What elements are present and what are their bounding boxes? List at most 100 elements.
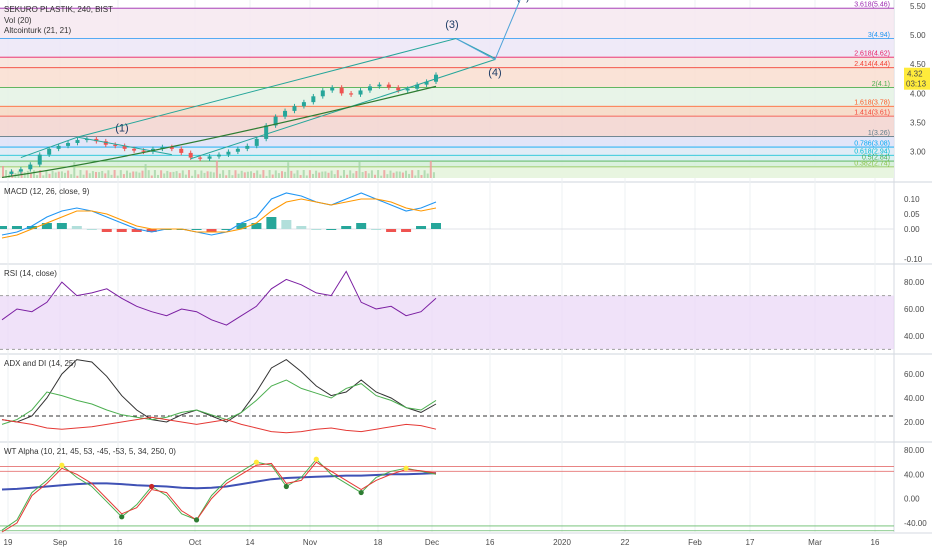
- adx-title: ADX and DI (14, 25): [4, 359, 76, 368]
- candle-body[interactable]: [113, 144, 118, 146]
- rsi-pane[interactable]: 80.00 60.00 40.00 RSI (14, close): [0, 269, 925, 350]
- candle-body[interactable]: [358, 90, 363, 95]
- adx-pane[interactable]: 60.00 40.00 20.00 ADX and DI (14, 25): [0, 358, 925, 434]
- macd-histogram-bar: [311, 229, 322, 230]
- macd-histogram-bar: [356, 223, 367, 229]
- candle-body[interactable]: [198, 157, 203, 159]
- candle-body[interactable]: [311, 96, 316, 103]
- adx-tick-label: 40.00: [904, 394, 925, 403]
- study-label: Altcointurk (21, 21): [4, 26, 71, 35]
- candle-body[interactable]: [217, 154, 221, 157]
- candle-body[interactable]: [75, 140, 80, 143]
- volume-bar: [144, 164, 147, 178]
- candle-body[interactable]: [264, 125, 269, 139]
- candle-body[interactable]: [226, 151, 231, 155]
- volume-bar: [426, 173, 429, 178]
- candle-body[interactable]: [84, 138, 89, 141]
- volume-bar: [296, 170, 299, 178]
- candle-body[interactable]: [66, 142, 71, 146]
- candle-body[interactable]: [283, 110, 288, 117]
- volume-bar: [237, 173, 240, 178]
- time-tick-label: 16: [114, 538, 123, 547]
- volume-bar: [281, 171, 283, 178]
- candle-body[interactable]: [18, 169, 23, 172]
- candle-body[interactable]: [320, 90, 325, 97]
- price-tag-value: 4.32: [907, 70, 923, 79]
- candle-body[interactable]: [434, 74, 438, 82]
- candle-body[interactable]: [377, 84, 382, 87]
- volume-bar: [197, 174, 200, 178]
- candle-body[interactable]: [9, 171, 14, 174]
- candle-body[interactable]: [367, 86, 372, 91]
- candle-body[interactable]: [339, 87, 344, 94]
- time-tick-label: 18: [374, 538, 383, 547]
- candle-body[interactable]: [235, 148, 240, 152]
- candle-body[interactable]: [424, 81, 429, 85]
- macd-histogram-bar: [146, 229, 157, 232]
- volume-bar: [178, 173, 181, 178]
- volume-bar: [377, 170, 380, 178]
- volume-bar: [228, 170, 231, 178]
- candle-body[interactable]: [179, 148, 184, 153]
- candle-body[interactable]: [207, 156, 212, 159]
- candle-body[interactable]: [28, 164, 33, 170]
- wt-pane[interactable]: 80.00 40.00 0.00 -40.00 WT Alpha (10, 21, 45…: [0, 446, 927, 533]
- macd-histogram-bar: [416, 226, 427, 229]
- fib-zone: [0, 147, 894, 156]
- candle-body[interactable]: [56, 145, 61, 149]
- volume-bar: [110, 174, 113, 178]
- candle-body[interactable]: [103, 141, 108, 145]
- macd-pane[interactable]: 0.10 0.05 0.00 -0.10 MACD (12, 26, close, 9): [0, 187, 923, 264]
- time-tick-label: Sep: [53, 538, 68, 547]
- fib-zone: [0, 57, 894, 68]
- candle-body[interactable]: [141, 150, 146, 152]
- wt-ma-line: [1, 472, 437, 491]
- rsi-title: RSI (14, close): [4, 269, 57, 278]
- volume-bar: [138, 172, 141, 178]
- adx-line: [1, 358, 437, 423]
- candle-body[interactable]: [132, 148, 137, 151]
- candle-body[interactable]: [47, 148, 52, 155]
- candle-body[interactable]: [245, 145, 250, 149]
- candle-body[interactable]: [160, 147, 165, 149]
- plus-di-line: [1, 379, 437, 425]
- price-tag[interactable]: [904, 67, 930, 90]
- candle-body[interactable]: [94, 138, 99, 142]
- volume-bar: [45, 170, 48, 178]
- candle-body[interactable]: [349, 93, 354, 95]
- candle-body[interactable]: [301, 102, 306, 107]
- candle-body[interactable]: [396, 87, 401, 91]
- candle-body[interactable]: [169, 147, 174, 149]
- macd-histogram-bar: [101, 229, 112, 232]
- volume-bar: [308, 170, 311, 178]
- candle-body[interactable]: [122, 145, 127, 149]
- volume-bar: [349, 170, 352, 178]
- volume-bar: [383, 170, 386, 178]
- candle-body[interactable]: [415, 84, 420, 89]
- price-pane[interactable]: 3.618(5.46) 3(4.94) 2.618(4.62) 2.414(4.44)…: [0, 0, 930, 179]
- macd-histogram-bar: [371, 229, 382, 230]
- volume-bar: [352, 173, 355, 178]
- volume-bar: [361, 172, 364, 178]
- candle-body[interactable]: [254, 138, 259, 146]
- volume-bar: [293, 173, 296, 178]
- candle-body[interactable]: [330, 87, 335, 91]
- candle-body[interactable]: [37, 154, 42, 165]
- volume-bar: [11, 170, 14, 178]
- macd-line: [1, 192, 437, 236]
- wave-label: (4): [488, 67, 501, 79]
- candle-body[interactable]: [188, 152, 193, 158]
- volume-bar: [147, 170, 150, 178]
- candle-body[interactable]: [273, 116, 278, 126]
- wt-cross-dot: [193, 517, 200, 523]
- volume-bar: [284, 171, 287, 178]
- volume-bar: [405, 170, 407, 178]
- volume-bar: [73, 160, 76, 178]
- candle-body[interactable]: [405, 88, 410, 91]
- volume-bar: [51, 170, 54, 178]
- candle-body[interactable]: [292, 106, 297, 111]
- candle-body[interactable]: [386, 84, 391, 88]
- volume-bar: [33, 170, 35, 178]
- wt-cross-dot: [59, 462, 65, 468]
